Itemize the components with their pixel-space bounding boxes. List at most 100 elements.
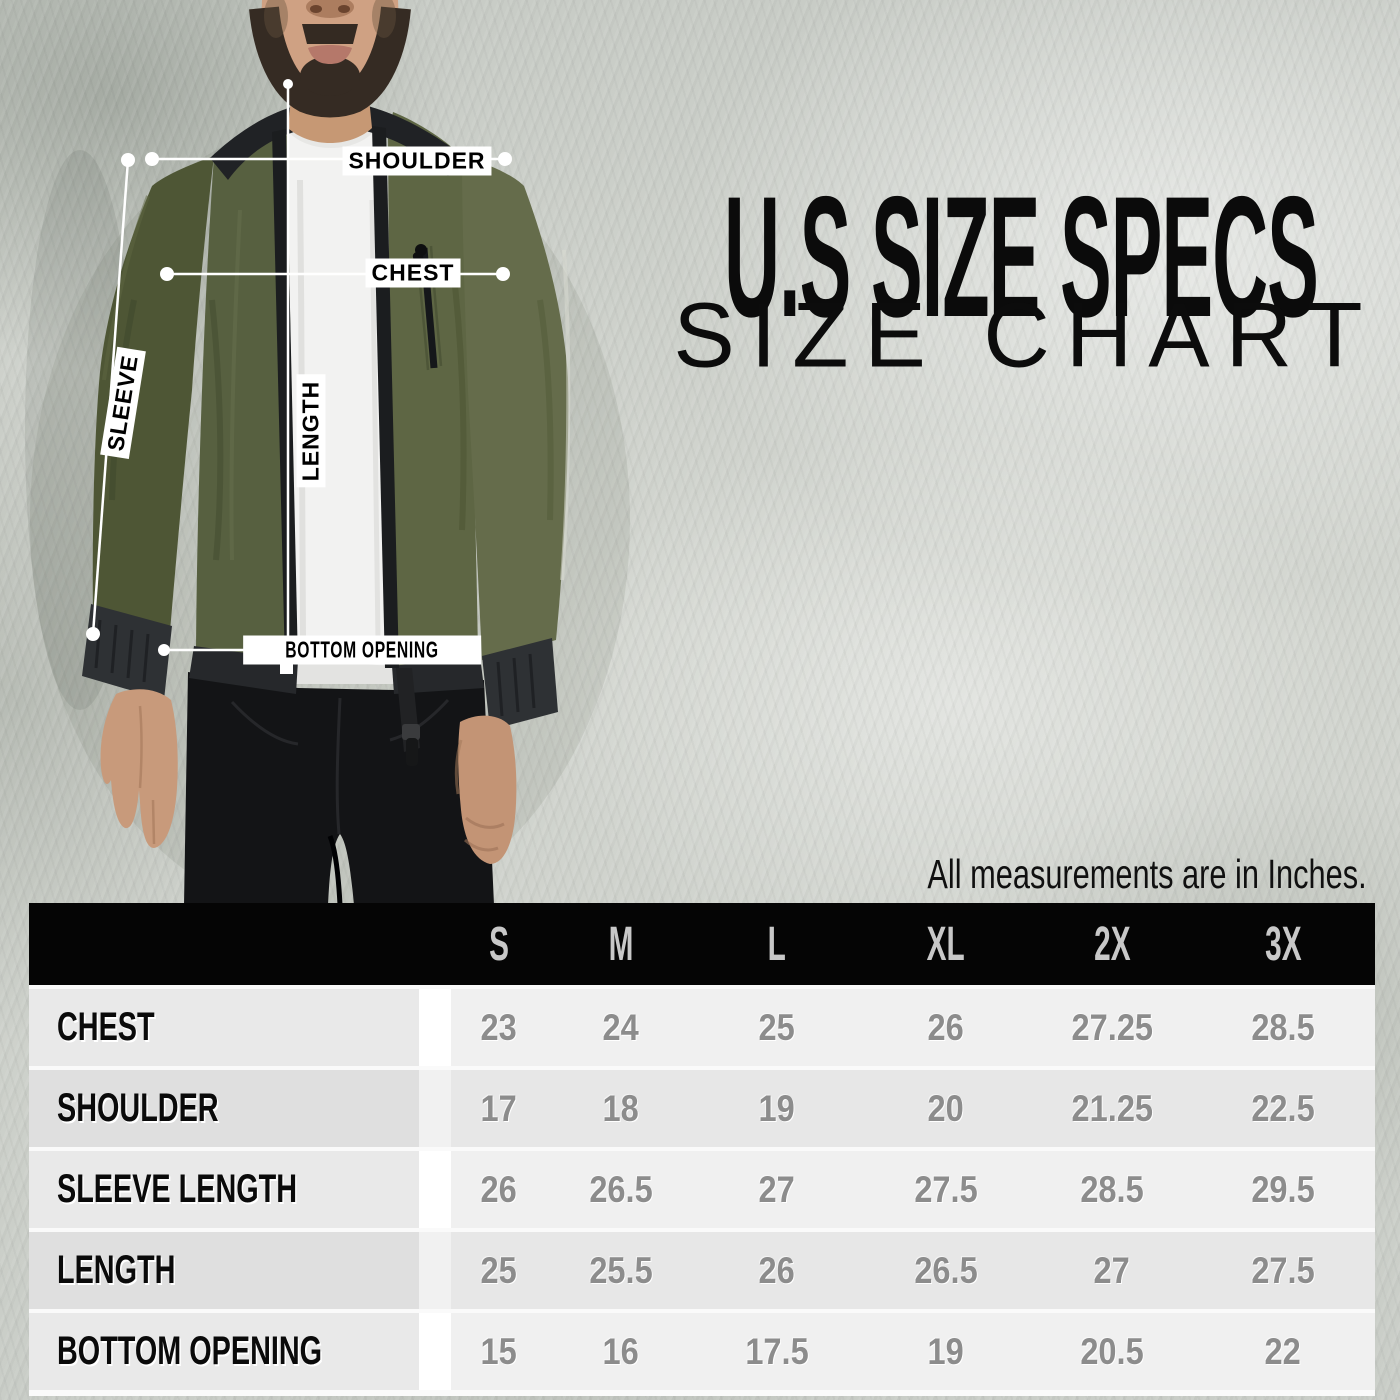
row-gap [419, 989, 451, 1066]
cell-value: 27 [758, 1168, 796, 1210]
table-cell: 26.5 [859, 1232, 1033, 1309]
table-cell: 18 [547, 1070, 695, 1147]
chest-measure-text: CHEST [371, 259, 455, 286]
cell-value: 28.5 [1251, 1006, 1315, 1048]
column-header: S [451, 903, 547, 985]
table-cell: 22 [1191, 1313, 1375, 1390]
row-values: 23 24 25 26 27.25 28.5 [451, 989, 1375, 1066]
row-values: 26 26.5 27 27.5 28.5 29.5 [451, 1151, 1375, 1228]
table-cell: 27.25 [1033, 989, 1191, 1066]
cell-value: 24 [602, 1006, 640, 1048]
hands [100, 689, 517, 864]
row-values: 17 18 19 20 21.25 22.5 [451, 1070, 1375, 1147]
cell-value: 18 [602, 1087, 640, 1129]
column-header: 2X [1033, 903, 1191, 985]
table-cell: 23 [451, 989, 547, 1066]
jacket-sleeves [92, 156, 571, 660]
row-gap [419, 1232, 451, 1309]
column-header: XL [859, 903, 1033, 985]
cell-value: 16 [602, 1330, 640, 1372]
table-header-row: S M L XL 2X 3X [29, 903, 1375, 985]
cell-value: 25 [480, 1249, 518, 1291]
page-title: U.S SIZE SPECS [724, 161, 1319, 353]
column-header-label: S [489, 917, 509, 971]
cell-value: 28.5 [1080, 1168, 1144, 1210]
table-cell: 26.5 [547, 1151, 695, 1228]
row-gap [419, 1151, 451, 1228]
row-label: SHOULDER [57, 1086, 219, 1130]
length-measure-text: LENGTH [297, 380, 324, 482]
table-cell: 26 [451, 1151, 547, 1228]
table-cell: 16 [547, 1313, 695, 1390]
row-label: CHEST [57, 1005, 155, 1049]
row-label-cell: SHOULDER [29, 1070, 419, 1147]
cell-value: 26.5 [914, 1249, 978, 1291]
row-label-cell: BOTTOM OPENING [29, 1313, 419, 1390]
table-cell: 21.25 [1033, 1070, 1191, 1147]
cell-value: 20 [927, 1087, 965, 1129]
bottom-opening-measure-label: BOTTOM OPENING [243, 635, 481, 665]
header-spacer [29, 903, 419, 985]
shoulder-measure-text: SHOULDER [348, 147, 486, 174]
cell-value: 26 [758, 1249, 796, 1291]
hem-zipper-pull [396, 668, 420, 766]
cell-value: 26 [927, 1006, 965, 1048]
cell-value: 26 [480, 1168, 518, 1210]
row-label: LENGTH [57, 1248, 176, 1292]
model-photo [25, 0, 630, 905]
column-header: L [695, 903, 859, 985]
table-cell: 22.5 [1191, 1070, 1375, 1147]
column-header: 3X [1191, 903, 1375, 985]
cell-value: 17.5 [745, 1330, 809, 1372]
cell-value: 26.5 [589, 1168, 653, 1210]
table-cell: 27 [1033, 1232, 1191, 1309]
table-cell: 28.5 [1191, 989, 1375, 1066]
cell-value: 22.5 [1251, 1087, 1315, 1129]
cell-value: 17 [480, 1087, 518, 1129]
header-gap [419, 903, 451, 985]
row-label-cell: LENGTH [29, 1232, 419, 1309]
model-face [249, 0, 411, 143]
table-row: CHEST 23 24 25 26 27.25 28.5 [29, 989, 1375, 1066]
column-header-label: 3X [1264, 917, 1302, 971]
table-cell: 28.5 [1033, 1151, 1191, 1228]
table-cell: 20.5 [1033, 1313, 1191, 1390]
table-cell: 25 [695, 989, 859, 1066]
measurement-note: All measurements are in Inches. [927, 851, 1367, 897]
table-cell: 15 [451, 1313, 547, 1390]
size-chart-table: S M L XL 2X 3X CHEST 23 24 25 26 27.25 2… [29, 903, 1375, 1396]
table-cell: 27.5 [859, 1151, 1033, 1228]
cell-value: 19 [927, 1330, 965, 1372]
table-cell: 20 [859, 1070, 1033, 1147]
table-cell: 29.5 [1191, 1151, 1375, 1228]
page-subtitle: SIZE CHART [673, 284, 1379, 387]
jacket-body [196, 112, 478, 667]
cell-value: 27 [1093, 1249, 1131, 1291]
table-row: SHOULDER 17 18 19 20 21.25 22.5 [29, 1070, 1375, 1147]
cell-value: 25 [758, 1006, 796, 1048]
length-measure-label: LENGTH [296, 374, 326, 488]
rib-hem-and-cuffs [82, 604, 558, 730]
cell-value: 21.25 [1071, 1087, 1153, 1129]
table-row: LENGTH 25 25.5 26 26.5 27 27.5 [29, 1232, 1375, 1309]
measurement-lines [86, 79, 512, 674]
shoulder-measure-label: SHOULDER [342, 146, 492, 176]
table-cell: 27 [695, 1151, 859, 1228]
cell-value: 29.5 [1251, 1168, 1315, 1210]
table-row: BOTTOM OPENING 15 16 17.5 19 20.5 22 [29, 1313, 1375, 1390]
row-label: SLEEVE LENGTH [57, 1167, 298, 1211]
cell-value: 27.5 [1251, 1249, 1315, 1291]
cell-value: 27.25 [1071, 1006, 1153, 1048]
row-gap [419, 1313, 451, 1390]
table-cell: 17 [451, 1070, 547, 1147]
cell-value: 22 [1264, 1330, 1302, 1372]
cell-value: 20.5 [1080, 1330, 1144, 1372]
cell-value: 25.5 [589, 1249, 653, 1291]
column-header-label: 2X [1093, 917, 1131, 971]
row-label-cell: SLEEVE LENGTH [29, 1151, 419, 1228]
column-header-label: M [608, 917, 634, 971]
table-cell: 26 [695, 1232, 859, 1309]
column-header-label: L [767, 917, 787, 971]
table-cell: 26 [859, 989, 1033, 1066]
